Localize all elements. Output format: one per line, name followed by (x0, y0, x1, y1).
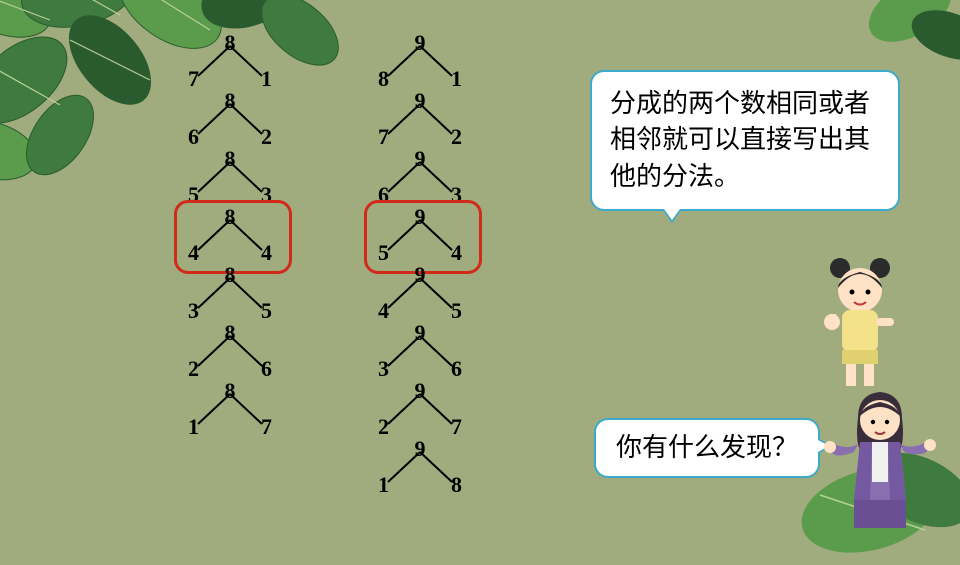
number-bond: 835 (180, 262, 280, 324)
number-bond: 972 (370, 88, 470, 150)
speech-bubble-question: 你有什么发现？ (594, 418, 820, 478)
number-bond: 817 (180, 378, 280, 440)
girl-character (810, 250, 910, 390)
number-bond: 945 (370, 262, 470, 324)
number-bond: 963 (370, 146, 470, 208)
teacher-character (820, 380, 940, 540)
speech-bubble-explanation: 分成的两个数相同或者相邻就可以直接写出其他的分法。 (590, 70, 900, 211)
leaves-top-right (840, 0, 960, 80)
number-bond: 981 (370, 30, 470, 92)
explanation-text: 分成的两个数相同或者相邻就可以直接写出其他的分法。 (610, 89, 870, 191)
bond-right: 7 (261, 414, 272, 440)
number-bond: 826 (180, 320, 280, 382)
number-bond: 918 (370, 436, 470, 498)
question-text: 你有什么发现？ (616, 433, 798, 462)
number-bond: 936 (370, 320, 470, 382)
number-bond-column-9: 981972963954945936927918 (350, 30, 490, 498)
bond-right: 8 (451, 472, 462, 498)
number-bond: 927 (370, 378, 470, 440)
number-bond: 871 (180, 30, 280, 92)
number-bond: 954 (370, 204, 470, 266)
bond-left: 1 (378, 472, 389, 498)
number-bond-column-8: 871862853844835826817 (160, 30, 300, 440)
number-bond: 844 (180, 204, 280, 266)
number-bond: 853 (180, 146, 280, 208)
number-bond: 862 (180, 88, 280, 150)
bond-left: 1 (188, 414, 199, 440)
